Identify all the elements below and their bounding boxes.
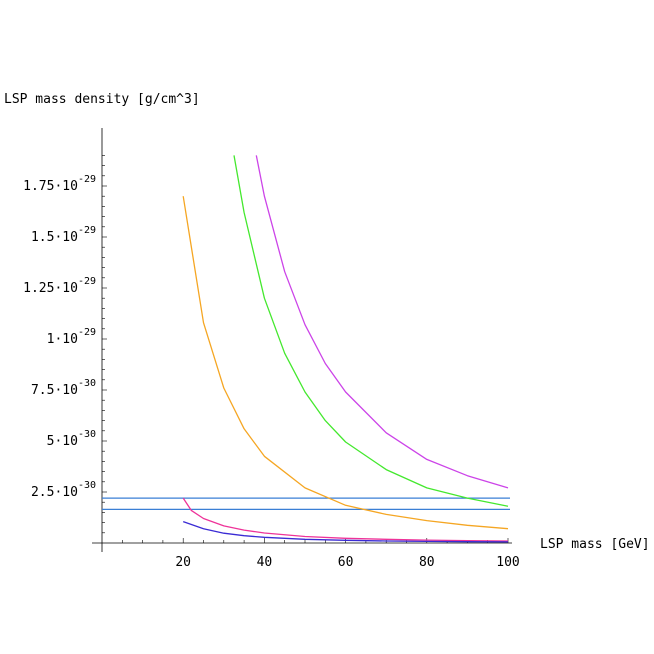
x-tick-label: 60: [338, 555, 354, 570]
x-tick-label: 80: [419, 555, 435, 570]
y-tick-label: 5·10-30: [47, 429, 96, 449]
y-tick-label: 1.5·10-29: [31, 225, 96, 245]
x-tick-label: 40: [257, 555, 273, 570]
series-line: [182, 196, 509, 530]
x-axis-label: LSP mass [GeV]: [540, 537, 650, 552]
series-line: [182, 497, 509, 542]
series-line: [182, 520, 509, 543]
x-tick-label: 20: [175, 555, 191, 570]
y-tick-label: 2.5·10-30: [31, 480, 96, 500]
y-tick-label: 7.5·10-30: [31, 378, 96, 398]
y-axis-label: LSP mass density [g/cm^3]: [4, 92, 200, 107]
y-tick-label: 1.25·10-29: [23, 276, 96, 296]
y-tick-label: 1.75·10-29: [23, 174, 96, 194]
series-line: [233, 155, 509, 507]
x-tick-label: 100: [496, 555, 519, 570]
y-tick-label: 1·10-29: [47, 327, 96, 347]
series-line: [255, 155, 509, 489]
